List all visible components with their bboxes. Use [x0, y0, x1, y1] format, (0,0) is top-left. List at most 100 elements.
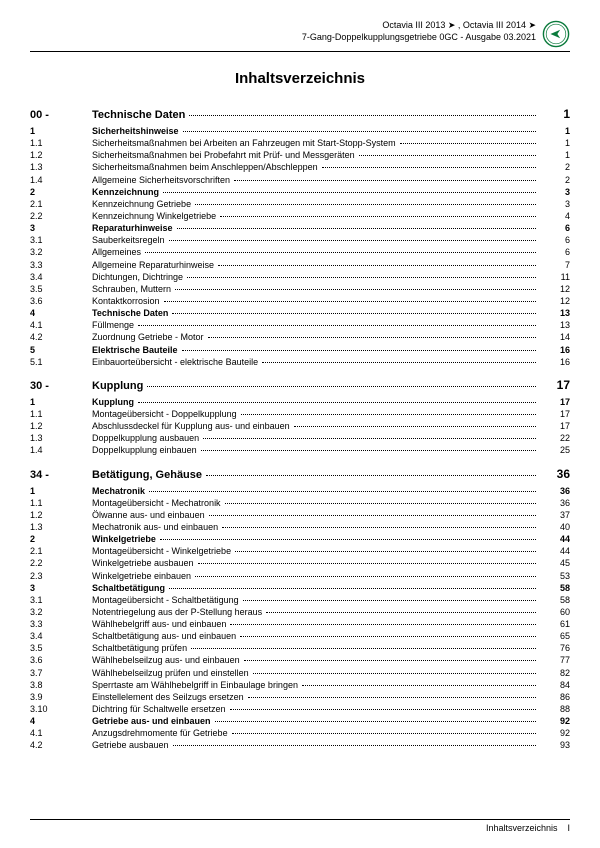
toc-row: 5.1Einbauorteübersicht - elektrische Bau…: [30, 356, 570, 368]
toc-row: 2.2Winkelgetriebe ausbauen45: [30, 557, 570, 569]
row-title: Notentriegelung aus der P-Stellung herau…: [92, 606, 262, 618]
leader-dots: [225, 503, 536, 504]
row-number: 2: [30, 533, 92, 545]
row-number: 3.3: [30, 618, 92, 630]
row-number: 4: [30, 307, 92, 319]
toc-row: 1.1Sicherheitsmaßnahmen bei Arbeiten an …: [30, 137, 570, 149]
row-page: 40: [540, 521, 570, 533]
leader-dots: [244, 660, 536, 661]
toc-row: 1Mechatronik36: [30, 485, 570, 497]
row-title: Allgemeine Sicherheitsvorschriften: [92, 174, 230, 186]
row-page: 12: [540, 283, 570, 295]
row-page: 45: [540, 557, 570, 569]
row-number: 1: [30, 396, 92, 408]
chapter-number: 00 -: [30, 109, 92, 121]
leader-dots: [163, 192, 536, 193]
row-title: Schrauben, Muttern: [92, 283, 171, 295]
row-number: 3.9: [30, 691, 92, 703]
chapter-title: Technische Daten: [92, 109, 185, 121]
row-title: Einbauorteübersicht - elektrische Bautei…: [92, 356, 258, 368]
leader-dots: [294, 426, 536, 427]
row-page: 13: [540, 319, 570, 331]
leader-dots: [169, 588, 536, 589]
toc-row: 4Technische Daten13: [30, 307, 570, 319]
leader-dots: [189, 115, 536, 116]
row-title: Kennzeichnung Getriebe: [92, 198, 191, 210]
toc-row: 3.8Sperrtaste am Wählhebelgriff in Einba…: [30, 679, 570, 691]
leader-dots: [147, 386, 536, 387]
toc-row: 4.2Zuordnung Getriebe - Motor14: [30, 331, 570, 343]
toc-row: 1.2Sicherheitsmaßnahmen bei Probefahrt m…: [30, 149, 570, 161]
row-page: 6: [540, 234, 570, 246]
row-number: 5.1: [30, 356, 92, 368]
leader-dots: [173, 745, 536, 746]
row-title: Wählhebelgriff aus- und einbauen: [92, 618, 226, 630]
row-title: Mechatronik: [92, 485, 145, 497]
chapter-page: 17: [540, 378, 570, 392]
row-page: 84: [540, 679, 570, 691]
toc-row: 1Sicherheitshinweise1: [30, 125, 570, 137]
row-title: Winkelgetriebe ausbauen: [92, 557, 194, 569]
leader-dots: [169, 240, 536, 241]
toc-row: 3.5Schrauben, Muttern 12: [30, 283, 570, 295]
leader-dots: [149, 491, 536, 492]
toc-row: 4Getriebe aus- und einbauen92: [30, 715, 570, 727]
row-page: 93: [540, 739, 570, 751]
row-title: Winkelgetriebe einbauen: [92, 570, 191, 582]
row-page: 53: [540, 570, 570, 582]
leader-dots: [187, 277, 536, 278]
row-number: 1.3: [30, 521, 92, 533]
row-number: 3: [30, 582, 92, 594]
row-title: Elektrische Bauteile: [92, 344, 178, 356]
page-title: Inhaltsverzeichnis: [30, 70, 570, 87]
leader-dots: [240, 636, 536, 637]
row-title: Ölwanne aus- und einbauen: [92, 509, 205, 521]
leader-dots: [138, 325, 536, 326]
row-page: 3: [540, 186, 570, 198]
row-number: 4: [30, 715, 92, 727]
row-page: 16: [540, 356, 570, 368]
table-of-contents: 00 -Technische Daten11Sicherheitshinweis…: [30, 107, 570, 752]
toc-row: 3.9Einstellelement des Seilzugs ersetzen…: [30, 691, 570, 703]
row-number: 3.5: [30, 283, 92, 295]
toc-row: 3.3Allgemeine Reparaturhinweise7: [30, 259, 570, 271]
row-page: 1: [540, 137, 570, 149]
row-title: Wählhebelseilzug aus- und einbauen: [92, 654, 240, 666]
leader-dots: [241, 414, 536, 415]
row-number: 3.6: [30, 654, 92, 666]
row-number: 3.6: [30, 295, 92, 307]
toc-row: 3.1Montageübersicht - Schaltbetätigung58: [30, 594, 570, 606]
row-title: Schaltbetätigung prüfen: [92, 642, 187, 654]
toc-row: 4.2Getriebe ausbauen93: [30, 739, 570, 751]
row-page: 17: [540, 420, 570, 432]
chapter-title: Betätigung, Gehäuse: [92, 469, 202, 481]
row-page: 86: [540, 691, 570, 703]
row-page: 13: [540, 307, 570, 319]
row-page: 44: [540, 533, 570, 545]
chapter-page: 1: [540, 107, 570, 121]
toc-row: 3.3Wählhebelgriff aus- und einbauen61: [30, 618, 570, 630]
row-number: 2.1: [30, 545, 92, 557]
toc-chapter: 00 -Technische Daten 1: [30, 107, 570, 121]
leader-dots: [248, 697, 536, 698]
toc-row: 2Winkelgetriebe44: [30, 533, 570, 545]
row-number: 3.8: [30, 679, 92, 691]
row-title: Dichtring für Schaltwelle ersetzen: [92, 703, 226, 715]
leader-dots: [195, 204, 536, 205]
row-number: 1.2: [30, 420, 92, 432]
leader-dots: [172, 313, 536, 314]
toc-row: 2.1Montageübersicht - Winkelgetriebe44: [30, 545, 570, 557]
leader-dots: [164, 301, 536, 302]
footer-page-number: I: [567, 823, 570, 833]
toc-row: 1.3Doppelkupplung ausbauen22: [30, 432, 570, 444]
row-title: Sicherheitsmaßnahmen beim Anschleppen/Ab…: [92, 161, 318, 173]
toc-row: 3Schaltbetätigung58: [30, 582, 570, 594]
row-page: 44: [540, 545, 570, 557]
skoda-logo-icon: [542, 20, 570, 48]
row-title: Kennzeichnung: [92, 186, 159, 198]
page-footer: Inhaltsverzeichnis I: [30, 819, 570, 833]
toc-chapter: 30 -Kupplung17: [30, 378, 570, 392]
row-number: 1: [30, 125, 92, 137]
row-number: 3.2: [30, 606, 92, 618]
row-page: 1: [540, 149, 570, 161]
